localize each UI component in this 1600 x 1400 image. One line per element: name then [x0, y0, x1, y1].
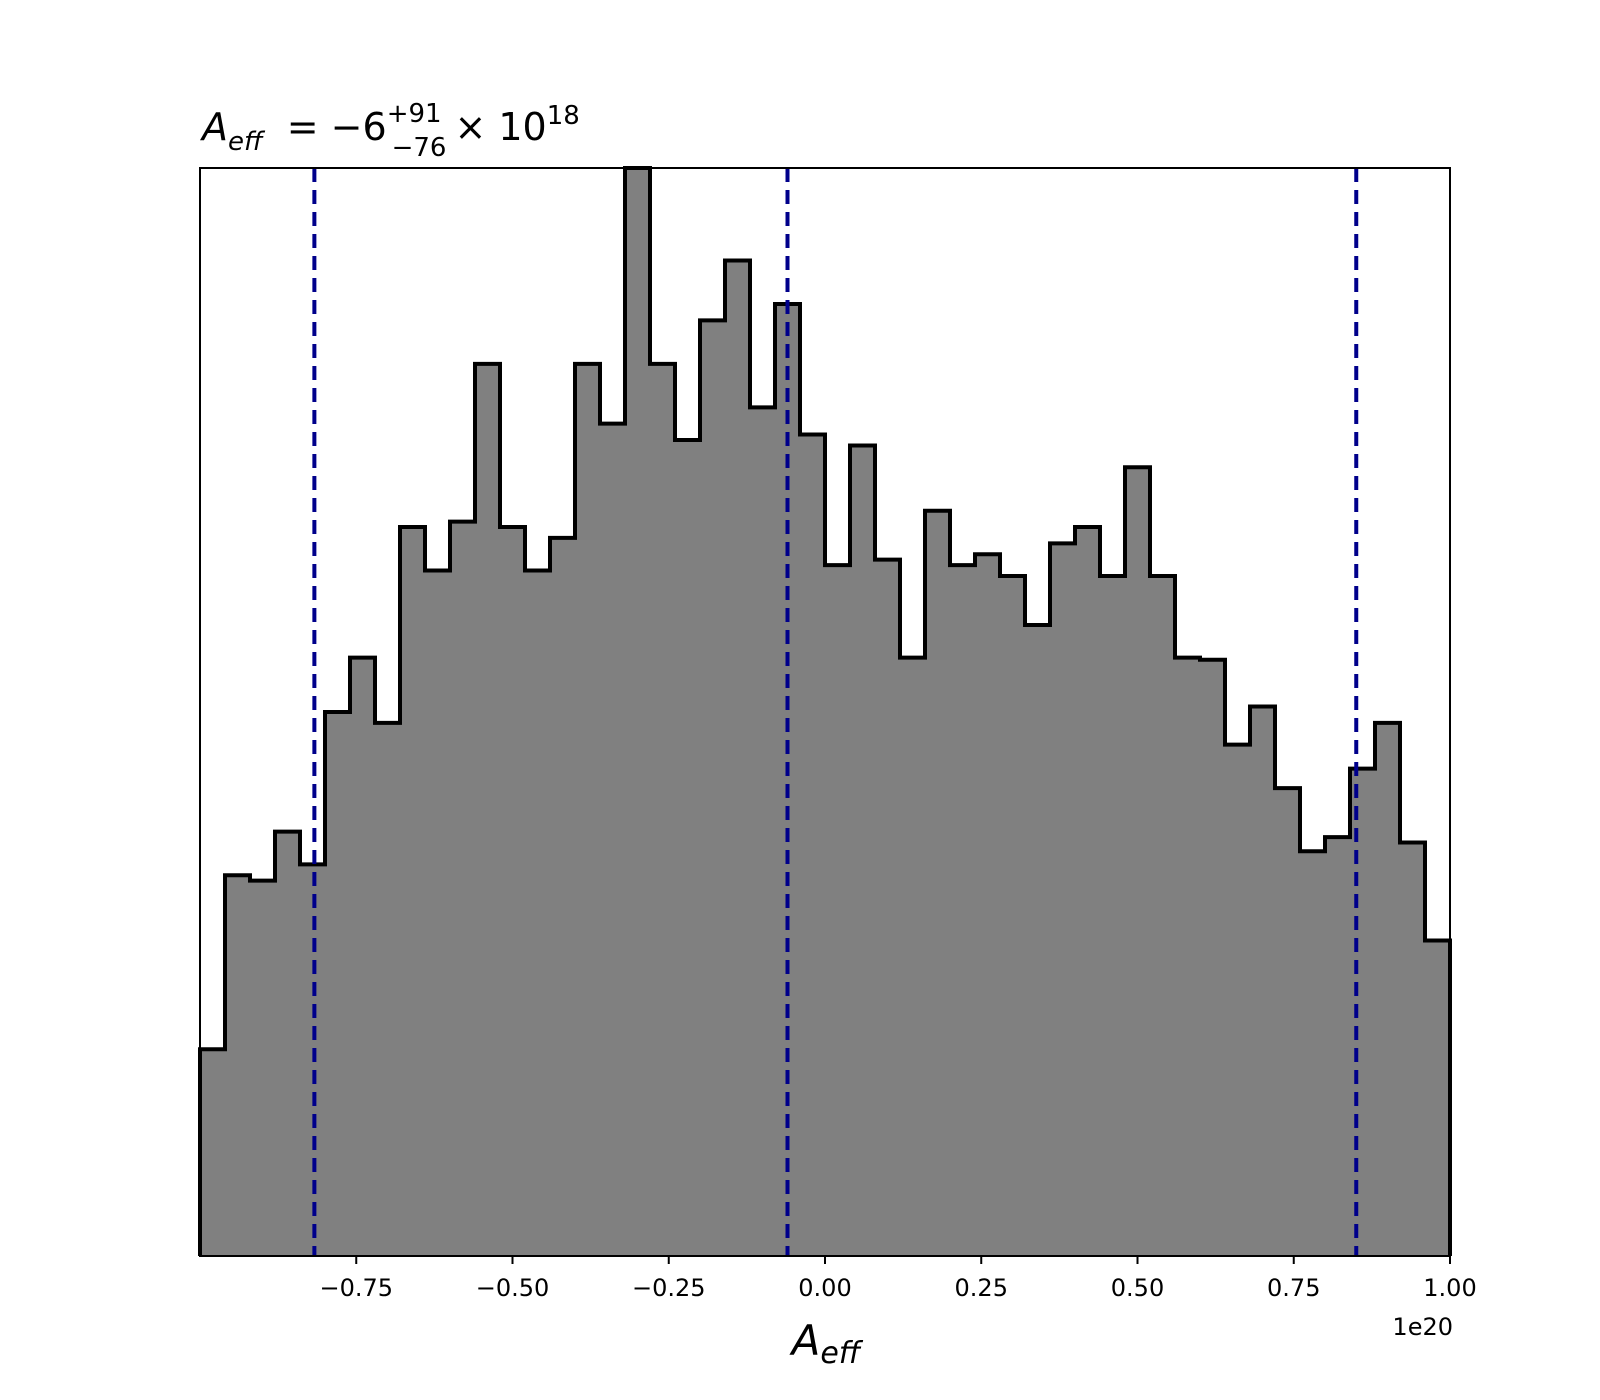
x-tick-label: 0.00 — [798, 1274, 851, 1302]
x-tick-label: 0.25 — [955, 1274, 1008, 1302]
histogram-bar — [1400, 842, 1426, 1256]
histogram-bar — [1350, 768, 1376, 1256]
histogram-outline — [198, 166, 1452, 1256]
histogram-bars — [200, 168, 1451, 1257]
histogram-bar — [275, 831, 301, 1256]
histogram-bar — [1300, 851, 1326, 1256]
histogram-bar — [525, 570, 551, 1256]
histogram-bar — [250, 880, 276, 1256]
histogram-bar — [1375, 722, 1401, 1256]
histogram-bar — [950, 565, 976, 1256]
x-tick-label: 0.75 — [1267, 1274, 1320, 1302]
histogram-bar — [225, 875, 251, 1256]
x-tick-label: −0.75 — [319, 1274, 393, 1302]
x-tick-label: 0.50 — [1111, 1274, 1164, 1302]
histogram-bar — [400, 527, 426, 1256]
histogram-bar — [1050, 543, 1076, 1256]
histogram-bar — [750, 407, 776, 1256]
histogram-bar — [625, 168, 651, 1256]
histogram-bar — [775, 304, 801, 1256]
x-tick-label: 1.00 — [1423, 1274, 1476, 1302]
histogram-bar — [1425, 940, 1451, 1256]
x-axis-label: Aeff — [789, 1316, 864, 1371]
histogram-bar — [1025, 624, 1051, 1256]
histogram-bar — [325, 712, 351, 1256]
histogram-bar — [1100, 576, 1126, 1256]
histogram-bar — [1325, 837, 1351, 1256]
histogram-bar — [825, 565, 851, 1256]
histogram-bar — [425, 570, 451, 1256]
histogram-bar — [650, 363, 676, 1257]
histogram-bar — [575, 363, 601, 1257]
x-tick-label: −0.25 — [632, 1274, 706, 1302]
histogram-bar — [925, 510, 951, 1257]
histogram-bar — [375, 722, 401, 1256]
histogram-bar — [500, 527, 526, 1256]
histogram-bar — [875, 559, 901, 1256]
histogram-bar — [1175, 657, 1201, 1256]
x-ticks: −0.75 −0.50 −0.25 0.00 0.25 0.50 0.75 1.00 — [319, 1256, 1477, 1302]
histogram-bar — [675, 440, 701, 1256]
histogram-bar — [800, 434, 826, 1256]
histogram-bar — [1075, 527, 1101, 1256]
histogram-bar — [975, 554, 1001, 1256]
histogram-bar — [450, 521, 476, 1256]
histogram-bar — [700, 320, 726, 1256]
histogram-bar — [900, 657, 926, 1256]
histogram-bar — [200, 1049, 226, 1256]
histogram-bar — [1275, 788, 1301, 1256]
histogram-bar — [725, 260, 751, 1257]
chart-title: Aeff = −6+91 −76 × 1018 — [199, 99, 580, 163]
histogram-bar — [1150, 576, 1176, 1256]
histogram-bar — [1000, 576, 1026, 1256]
x-tick-label: −0.50 — [476, 1274, 550, 1302]
x-offset-label: 1e20 — [1392, 1313, 1453, 1341]
histogram-bar — [1200, 659, 1226, 1256]
histogram-bar — [1225, 744, 1251, 1256]
histogram-bar — [1125, 467, 1151, 1256]
histogram-bar — [350, 657, 376, 1256]
histogram-bar — [475, 363, 501, 1257]
histogram-bar — [600, 423, 626, 1256]
histogram-bar — [850, 445, 876, 1256]
histogram-bar — [550, 537, 576, 1256]
quantile-lines — [312, 168, 1359, 1256]
histogram-bar — [1250, 706, 1276, 1256]
